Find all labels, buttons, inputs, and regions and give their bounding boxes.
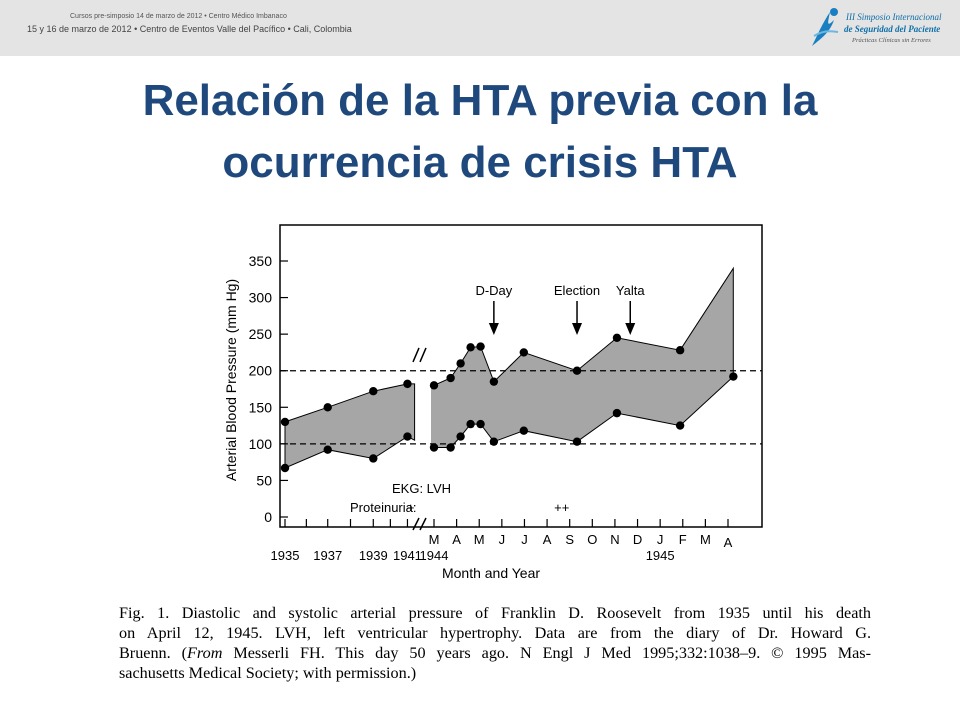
blood-pressure-chart: 0 50 100 150 200 250 300 350 Arterial Blood Pres… — [223, 224, 763, 581]
systolic-point — [519, 348, 529, 357]
diastolic-point — [519, 426, 529, 435]
x-tick-label-month: M — [474, 532, 485, 547]
x-axis-label: Month and Year — [442, 565, 540, 581]
y-tick-label: 0 — [264, 509, 272, 525]
systolic-point — [729, 372, 738, 381]
logo-text-line2: de Seguridad del Paciente — [844, 24, 941, 34]
slide-title: Relación de la HTA previa con la ocurren… — [40, 70, 920, 194]
systolic-point — [612, 333, 622, 342]
logo-text-line1: III Simposio Internacional — [846, 12, 942, 22]
x-tick-label-month: J — [499, 532, 506, 547]
systolic-point — [369, 386, 378, 396]
plot-frame — [279, 224, 763, 528]
symposium-logo: III Simposio Internacional de Seguridad … — [808, 4, 948, 52]
y-tick-label: 200 — [249, 363, 273, 379]
x-tick-label-month: J — [657, 532, 664, 547]
y-tick-label: 250 — [249, 326, 273, 342]
event-dates-precourse: Cursos pre-simposio 14 de marzo de 2012 … — [70, 13, 287, 20]
systolic-point — [446, 373, 455, 383]
diastolic-point — [323, 445, 332, 454]
systolic-point — [675, 346, 685, 355]
systolic-point — [429, 381, 439, 390]
x-tick-label-month: A — [724, 535, 733, 550]
caption-line3-part-b: Messerli FH. This day 50 years ago. N En… — [222, 644, 871, 662]
event-arrow-head — [625, 323, 636, 335]
x-tick-label-month: A — [543, 532, 552, 547]
y-tick-label: 150 — [249, 399, 273, 415]
event-annotation-1: Election — [554, 283, 600, 298]
x-tick-label-month: O — [587, 532, 597, 547]
diastolic-point — [456, 432, 465, 441]
y-tick-label: 300 — [249, 290, 273, 306]
event-arrow-head — [572, 323, 583, 335]
caption-line4: sachusetts Medical Society; with permiss… — [119, 664, 417, 682]
diastolic-point — [369, 454, 378, 463]
x-tick-label-month: N — [610, 532, 619, 547]
axis-break-gap — [417, 226, 431, 526]
diastolic-point — [429, 443, 439, 452]
logo-figure-icon — [812, 8, 839, 46]
header-bar: Cursos pre-simposio 14 de marzo de 2012 … — [0, 0, 960, 56]
x-tick-label-year: 1945 — [646, 548, 675, 563]
systolic-point — [572, 366, 582, 375]
slide-title-line1: Relación de la HTA previa con la — [142, 76, 818, 125]
proteinuria-mark: + — [407, 500, 415, 515]
caption-line1: Fig. 1. Diastolic and systolic arterial … — [119, 604, 871, 622]
event-dates-main: 15 y 16 de marzo de 2012 • Centro de Eve… — [27, 24, 352, 34]
ekg-label: EKG: LVH — [392, 481, 451, 496]
y-tick-label: 100 — [249, 436, 273, 452]
axis-break-mark — [412, 347, 427, 363]
x-tick-label-month: A — [452, 532, 461, 547]
proteinuria-mark: ++ — [554, 500, 569, 515]
x-tick-label-year: 1935 — [271, 548, 300, 563]
x-tick-label-month: M — [700, 532, 711, 547]
x-tick-label-month: D — [633, 532, 642, 547]
caption-line3-part-a: Bruenn. ( — [119, 644, 188, 662]
diastolic-point — [446, 443, 455, 452]
diastolic-point — [403, 432, 412, 441]
diastolic-point — [612, 408, 622, 418]
systolic-point — [323, 403, 332, 412]
diastolic-point — [280, 463, 290, 473]
diastolic-point — [675, 421, 685, 430]
caption-line3-from: From — [187, 644, 223, 662]
x-tick-label-year: 1939 — [359, 548, 388, 563]
systolic-point — [403, 379, 412, 389]
systolic-point — [466, 343, 475, 352]
x-tick-label-year: 1944 — [420, 548, 449, 563]
x-tick-label-year: 1937 — [313, 548, 342, 563]
x-tick-label-month: S — [565, 532, 574, 547]
caption-line3: Bruenn. (From Messerli FH. This day 50 y… — [119, 643, 871, 663]
diastolic-point — [489, 437, 499, 446]
pressure-band-1935-1941 — [284, 383, 416, 469]
x-tick-label-month: M — [429, 532, 440, 547]
diastolic-point — [476, 419, 485, 429]
logo-text-line3: Prácticas Clínicas sin Errores — [852, 37, 931, 44]
event-annotation-0: D-Day — [475, 283, 512, 298]
y-tick-label: 350 — [249, 253, 273, 269]
event-annotation-2: Yalta — [616, 283, 645, 298]
figure-caption: Fig. 1. Diastolic and systolic arterial … — [119, 603, 871, 683]
caption-line2: on April 12, 1945. LVH, left ventricular… — [119, 624, 871, 642]
diastolic-point — [572, 437, 582, 446]
systolic-point — [280, 417, 290, 427]
systolic-point — [476, 342, 485, 351]
y-tick-label: 50 — [256, 472, 272, 488]
event-arrow-head — [488, 323, 499, 335]
x-tick-label-month: F — [679, 532, 687, 547]
y-axis-label: Arterial Blood Pressure (mm Hg) — [223, 279, 239, 481]
systolic-point — [489, 377, 499, 386]
diastolic-point — [466, 419, 475, 429]
x-axis-break-mark — [412, 517, 427, 531]
systolic-point — [456, 359, 465, 368]
proteinuria-label: Proteinuria: — [350, 500, 416, 515]
slide-title-line2: ocurrencia de crisis HTA — [222, 138, 738, 187]
x-tick-label-year: 1941 — [393, 548, 422, 563]
x-tick-label-month: J — [521, 532, 528, 547]
